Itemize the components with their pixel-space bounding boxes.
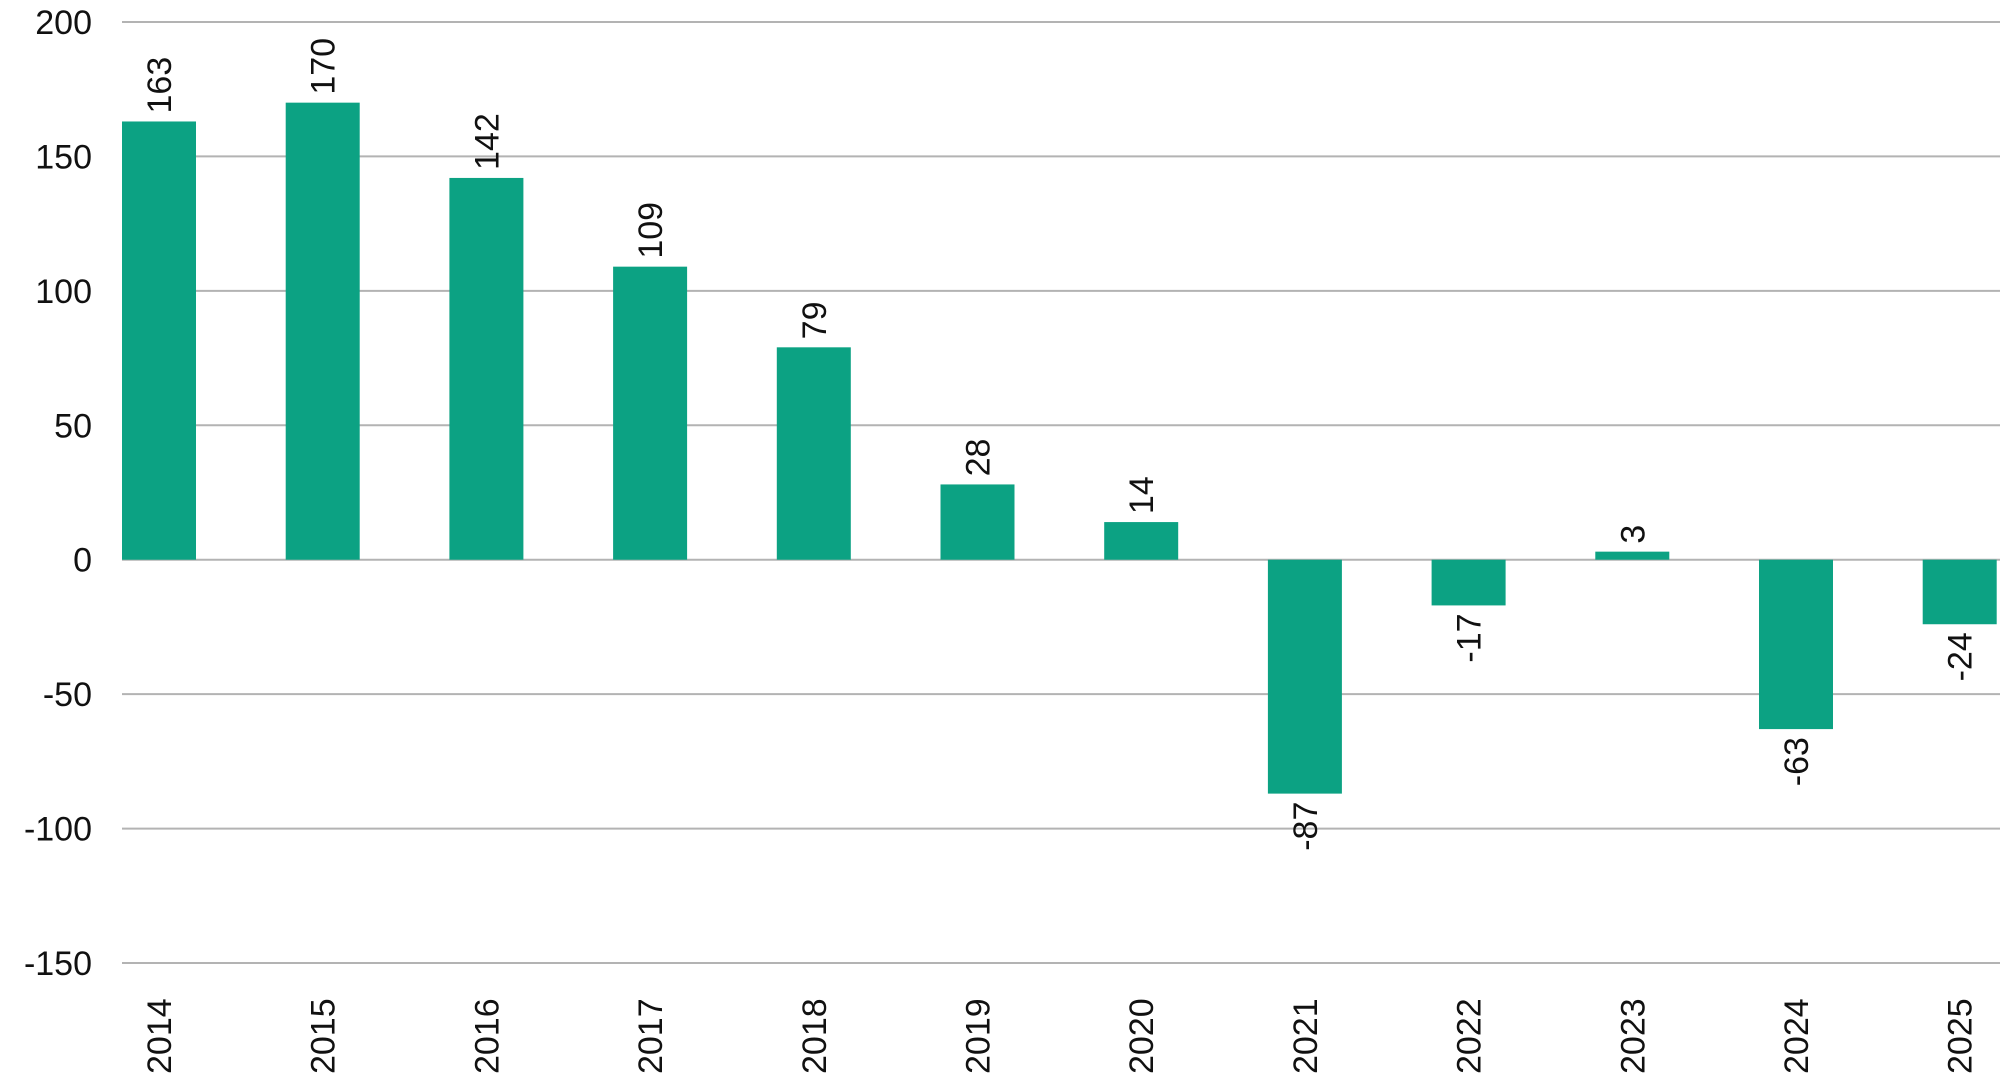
bar-2019 xyxy=(940,484,1015,560)
y-tick-label: 200 xyxy=(35,4,92,42)
x-category-label: 2025 xyxy=(1942,998,1980,1074)
x-category-label: 2018 xyxy=(796,998,834,1074)
x-category-label: 2014 xyxy=(141,998,179,1074)
data-label: 79 xyxy=(796,301,834,339)
data-label: 163 xyxy=(141,57,179,114)
data-label: 28 xyxy=(960,439,998,477)
x-category-label: 2020 xyxy=(1123,998,1161,1074)
bar-2017 xyxy=(613,266,688,560)
y-tick-label: 150 xyxy=(35,138,92,176)
data-label: 109 xyxy=(632,202,670,259)
data-label: 142 xyxy=(468,113,506,170)
bar-2020 xyxy=(1104,522,1179,560)
y-tick-label: -50 xyxy=(43,676,92,714)
bar-2014 xyxy=(122,121,196,560)
x-category-label: 2016 xyxy=(468,998,506,1074)
bar-2022 xyxy=(1431,559,1506,606)
gridlines xyxy=(122,21,2000,964)
data-labels: 163 170 142 109 79 28 14 -87 -17 3 -63 -24 xyxy=(141,38,1980,851)
x-category-label: 2024 xyxy=(1778,998,1816,1074)
y-tick-label: 50 xyxy=(54,407,92,445)
x-category-label: 2022 xyxy=(1451,998,1489,1074)
data-label: 14 xyxy=(1123,476,1161,514)
bar-2018 xyxy=(776,347,851,560)
bar-2024 xyxy=(1759,559,1833,730)
bar-2025 xyxy=(1922,559,1997,625)
x-category-label: 2017 xyxy=(632,998,670,1074)
bar-2015 xyxy=(285,102,360,560)
y-tick-label: 0 xyxy=(73,542,92,580)
y-axis-tick-labels: -150 -100 -50 0 50 100 150 200 xyxy=(24,4,92,983)
x-category-label: 2023 xyxy=(1614,998,1652,1074)
data-label: -24 xyxy=(1942,632,1980,681)
x-category-label: 2019 xyxy=(960,998,998,1074)
x-category-label: 2015 xyxy=(305,998,343,1074)
x-axis-category-labels: 2014 2015 2016 2017 2018 2019 2020 2021 2022 2023… xyxy=(141,998,1980,1074)
bars xyxy=(122,102,1997,794)
y-tick-label: -100 xyxy=(24,811,92,849)
data-label: -87 xyxy=(1287,802,1325,851)
bar-2021 xyxy=(1267,559,1342,794)
data-label: -17 xyxy=(1451,613,1489,662)
y-tick-label: 100 xyxy=(35,273,92,311)
data-label: 3 xyxy=(1614,525,1652,544)
bar-2023 xyxy=(1595,551,1670,560)
data-label: 170 xyxy=(305,38,343,95)
data-label: -63 xyxy=(1778,737,1816,786)
bar-2016 xyxy=(449,177,524,560)
x-category-label: 2021 xyxy=(1287,998,1325,1074)
y-tick-label: -150 xyxy=(24,945,92,983)
